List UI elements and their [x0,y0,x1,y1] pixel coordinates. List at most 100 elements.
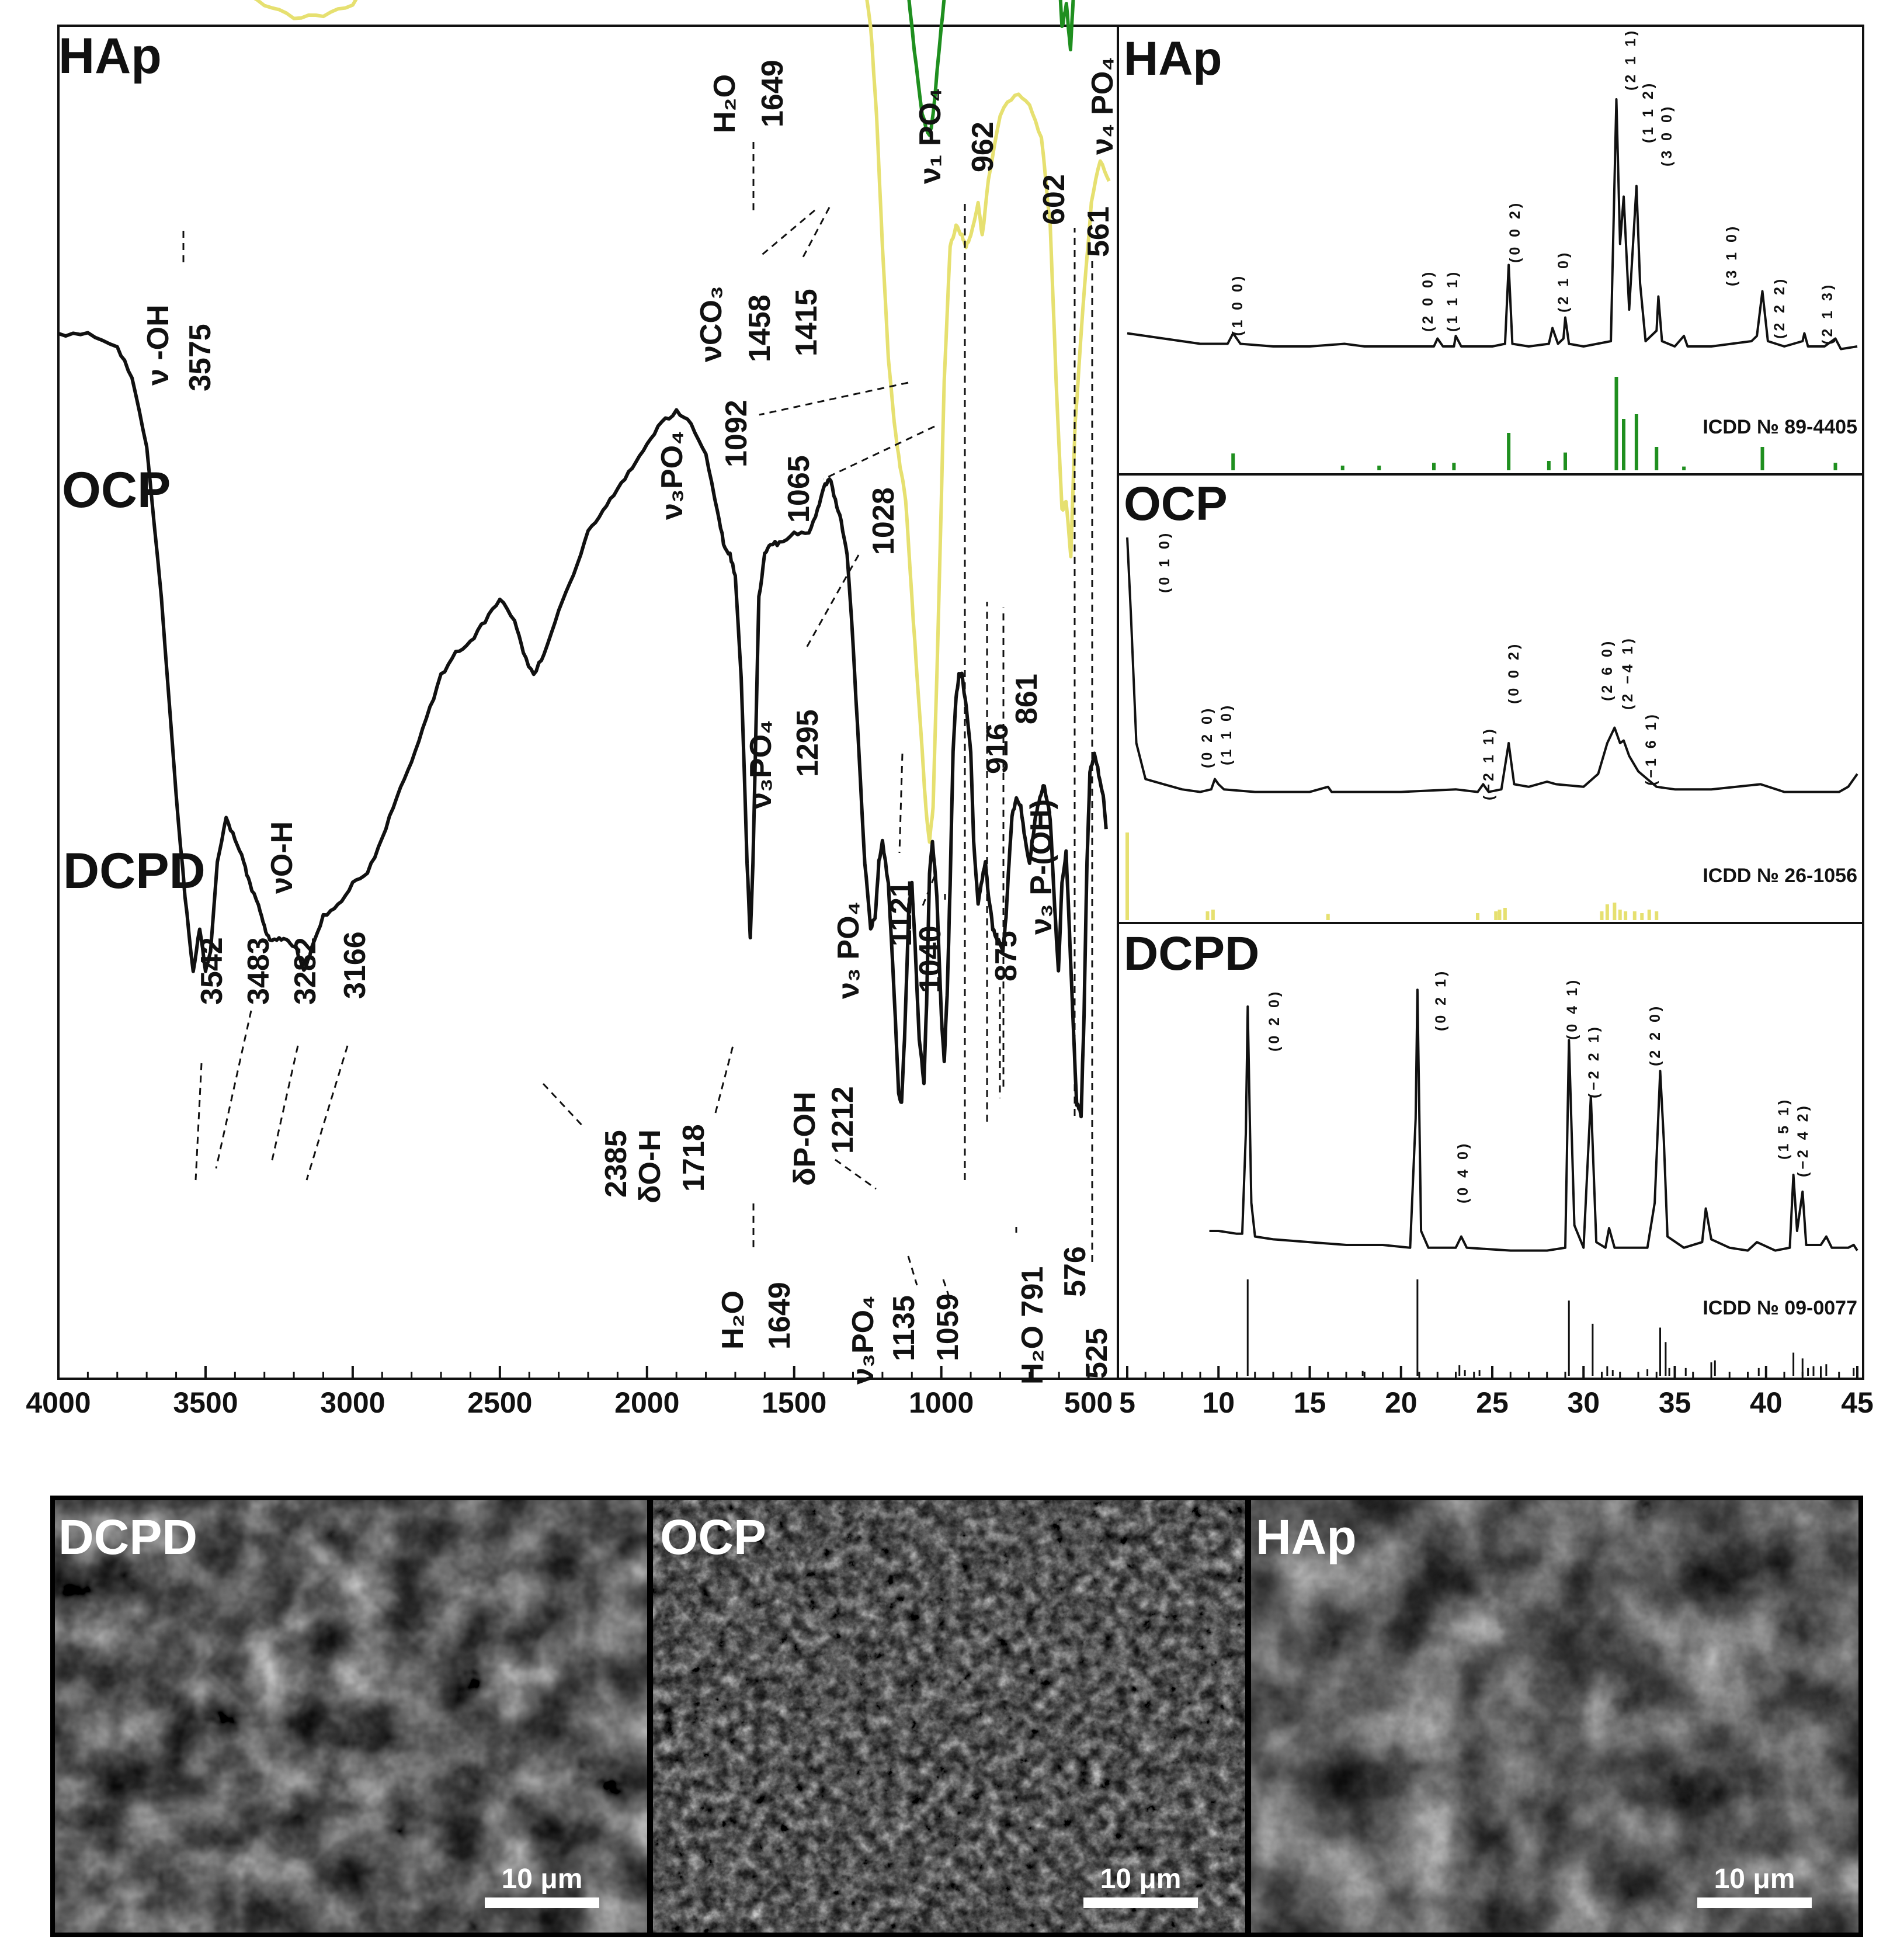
icdd-dcpd: ICDD № 09-0077 [1703,1297,1857,1319]
xrd-pattern-dcpd [1209,988,1858,1252]
sem-image-hap [1251,1500,1858,1933]
leader-dcpd-3282 [270,1045,299,1163]
label-dcpd-3282: 3282 [289,937,322,1005]
scale-bar-ocp [1083,1897,1198,1908]
label-hap-3575: 3575 [183,324,217,391]
label-dcpd-1649: 1649 [763,1282,797,1350]
xrd-tick-label-35: 35 [1659,1386,1691,1419]
ftir-annotations-dcpd: νO-H 3542 3483 3282 3166 2385 δO-H 1718 … [194,753,1114,1385]
leader-dcpd-1040 [922,876,936,906]
label-hap-1649: 1649 [756,60,790,127]
hkl-dcpd-041: (0 4 1) [1564,977,1580,1040]
ftir-panel: 4000 3500 3000 2500 2000 1500 1000 500 HAp OCP … [26,0,1120,1419]
label-dcpd-voh: νO-H [265,821,299,894]
label-dcpd-1121: 1121 [884,880,918,946]
leader-dcpd-1135 [907,1255,918,1286]
leader-dcpd-1718 [714,1045,734,1113]
label-dcpd-3542: 3542 [195,937,229,1005]
xrd-tick-label-40: 40 [1750,1386,1783,1419]
ftir-title-hap: HAp [58,28,162,84]
hkl-ocp-m211: (−2 1 1) [1481,726,1497,800]
xrd-series [1125,98,1858,1376]
ftir-line-dcpd [58,331,1108,1119]
sem-strip: DCPD 10 μm OCP 10 μm HAp 10 μm [50,1496,1863,1937]
label-dcpd-2385: 2385 [599,1130,633,1198]
leader-dcpd-1121 [898,753,904,854]
xrd-title-ocp: OCP [1124,477,1228,530]
hkl-hap-100: (1 0 0) [1229,273,1246,336]
label-dcpd-875: 875 [989,931,1023,981]
ftir-tick-label-4000: 4000 [26,1386,91,1419]
hkl-hap-310: (3 1 0) [1724,224,1740,286]
xrd-tick-label-20: 20 [1385,1386,1418,1419]
label-ocp-v3poh: ν₃ P-(OH) [1024,799,1058,935]
label-hap-oh-name: ν -OH [141,304,175,386]
label-dcpd-1718: 1718 [677,1124,711,1192]
leader-dcpd-2385 [542,1083,585,1129]
label-dcpd-v3po4-top: ν₃ PO₄ [832,901,866,999]
label-dcpd-1040: 1040 [913,925,947,993]
xrd-tick-label-45: 45 [1841,1386,1874,1419]
label-dcpd-h2o: H₂O [716,1291,750,1350]
xrd-tick-label-30: 30 [1567,1386,1600,1419]
hkl-ocp-m161: (−1 6 1) [1643,712,1659,786]
hkl-labels-hap: (1 0 0) (2 0 0) (1 1 1) (0 0 2) (2 1 0) … [1229,28,1836,345]
ftir-line-hap [907,0,1075,137]
xrd-frame [1117,25,1864,1380]
leader-hap-1458 [759,209,815,258]
hkl-hap-112: (1 1 2) [1640,81,1656,143]
hkl-ocp-110: (1 1 0) [1218,703,1235,765]
label-dcpd-576: 576 [1058,1246,1092,1297]
label-dcpd-3483: 3483 [242,937,276,1005]
hkl-dcpd-021: (0 2 1) [1433,969,1449,1031]
scale-label-ocp: 10 μm [1100,1864,1182,1895]
sem-title-hap: HAp [1256,1510,1357,1564]
label-hap-v4po4: ν₄ PO₄ [1086,57,1120,155]
sem-image-dcpd [55,1500,647,1933]
label-ocp-v3po4: ν₃PO₄ [744,720,778,809]
label-hap-v1po4: ν₁ PO₄ [913,88,947,184]
sem-panel-ocp: OCP 10 μm [653,1500,1245,1933]
sem-panel-hap: HAp 10 μm [1251,1500,1858,1933]
leader-ocp-1295 [805,554,860,649]
scale-label-hap: 10 μm [1714,1864,1795,1895]
leader-hap-1415 [802,207,831,258]
xrd-title-dcpd: DCPD [1124,927,1259,980]
label-dcpd-v3po4-bot: ν₃PO₄ [846,1295,880,1385]
hkl-labels-dcpd: (0 2 0) (0 2 1) (0 4 0) (0 4 1) (−2 2 1)… [1266,969,1811,1203]
label-hap-1458: 1458 [743,294,777,362]
leader-dcpd-3166 [305,1045,349,1181]
label-hap-602: 602 [1037,174,1071,225]
ftir-tick-label-2500: 2500 [467,1386,532,1419]
label-ocp-1028: 1028 [867,487,901,555]
ftir-tick-label-2000: 2000 [614,1386,679,1419]
xrd-x-axis: 5 10 15 20 25 30 35 40 45 [1119,1366,1874,1419]
hkl-ocp-2m41: (2 −4 1) [1620,636,1636,710]
sem-image-ocp [653,1500,1245,1933]
icdd-hap: ICDD № 89-4405 [1703,416,1857,438]
label-ocp-1295: 1295 [791,709,825,777]
hkl-dcpd-020: (0 2 0) [1266,989,1283,1052]
label-hap-962: 962 [966,122,1000,172]
sem-title-dcpd: DCPD [58,1510,197,1564]
ftir-tick-label-500: 500 [1064,1386,1113,1419]
ftir-tick-label-3000: 3000 [320,1386,385,1419]
xrd-tick-label-10: 10 [1202,1386,1235,1419]
ftir-tick-label-1000: 1000 [909,1386,974,1419]
label-dcpd-1135: 1135 [887,1295,921,1361]
label-hap-1065: 1065 [782,455,816,523]
label-hap-h2o: H₂O [708,74,742,133]
ftir-series [58,0,1111,1119]
xrd-tick-label-25: 25 [1476,1386,1509,1419]
hkl-labels-ocp: (0 1 0) (0 2 0) (1 1 0) (−2 1 1) (0 0 2)… [1156,530,1659,800]
label-hap-co3: νCO₃ [694,286,728,362]
label-dcpd-h2o-791: H₂O 791 [1016,1267,1050,1385]
ftir-tick-label-3500: 3500 [173,1386,238,1419]
xrd-tick-label-15: 15 [1294,1386,1326,1419]
hkl-hap-213: (2 1 3) [1819,282,1836,345]
hkl-hap-210: (2 1 0) [1555,250,1572,313]
ftir-title-dcpd: DCPD [63,843,206,899]
leader-dcpd-3542 [194,1063,203,1181]
hkl-ocp-002: (0 0 2) [1506,641,1522,704]
